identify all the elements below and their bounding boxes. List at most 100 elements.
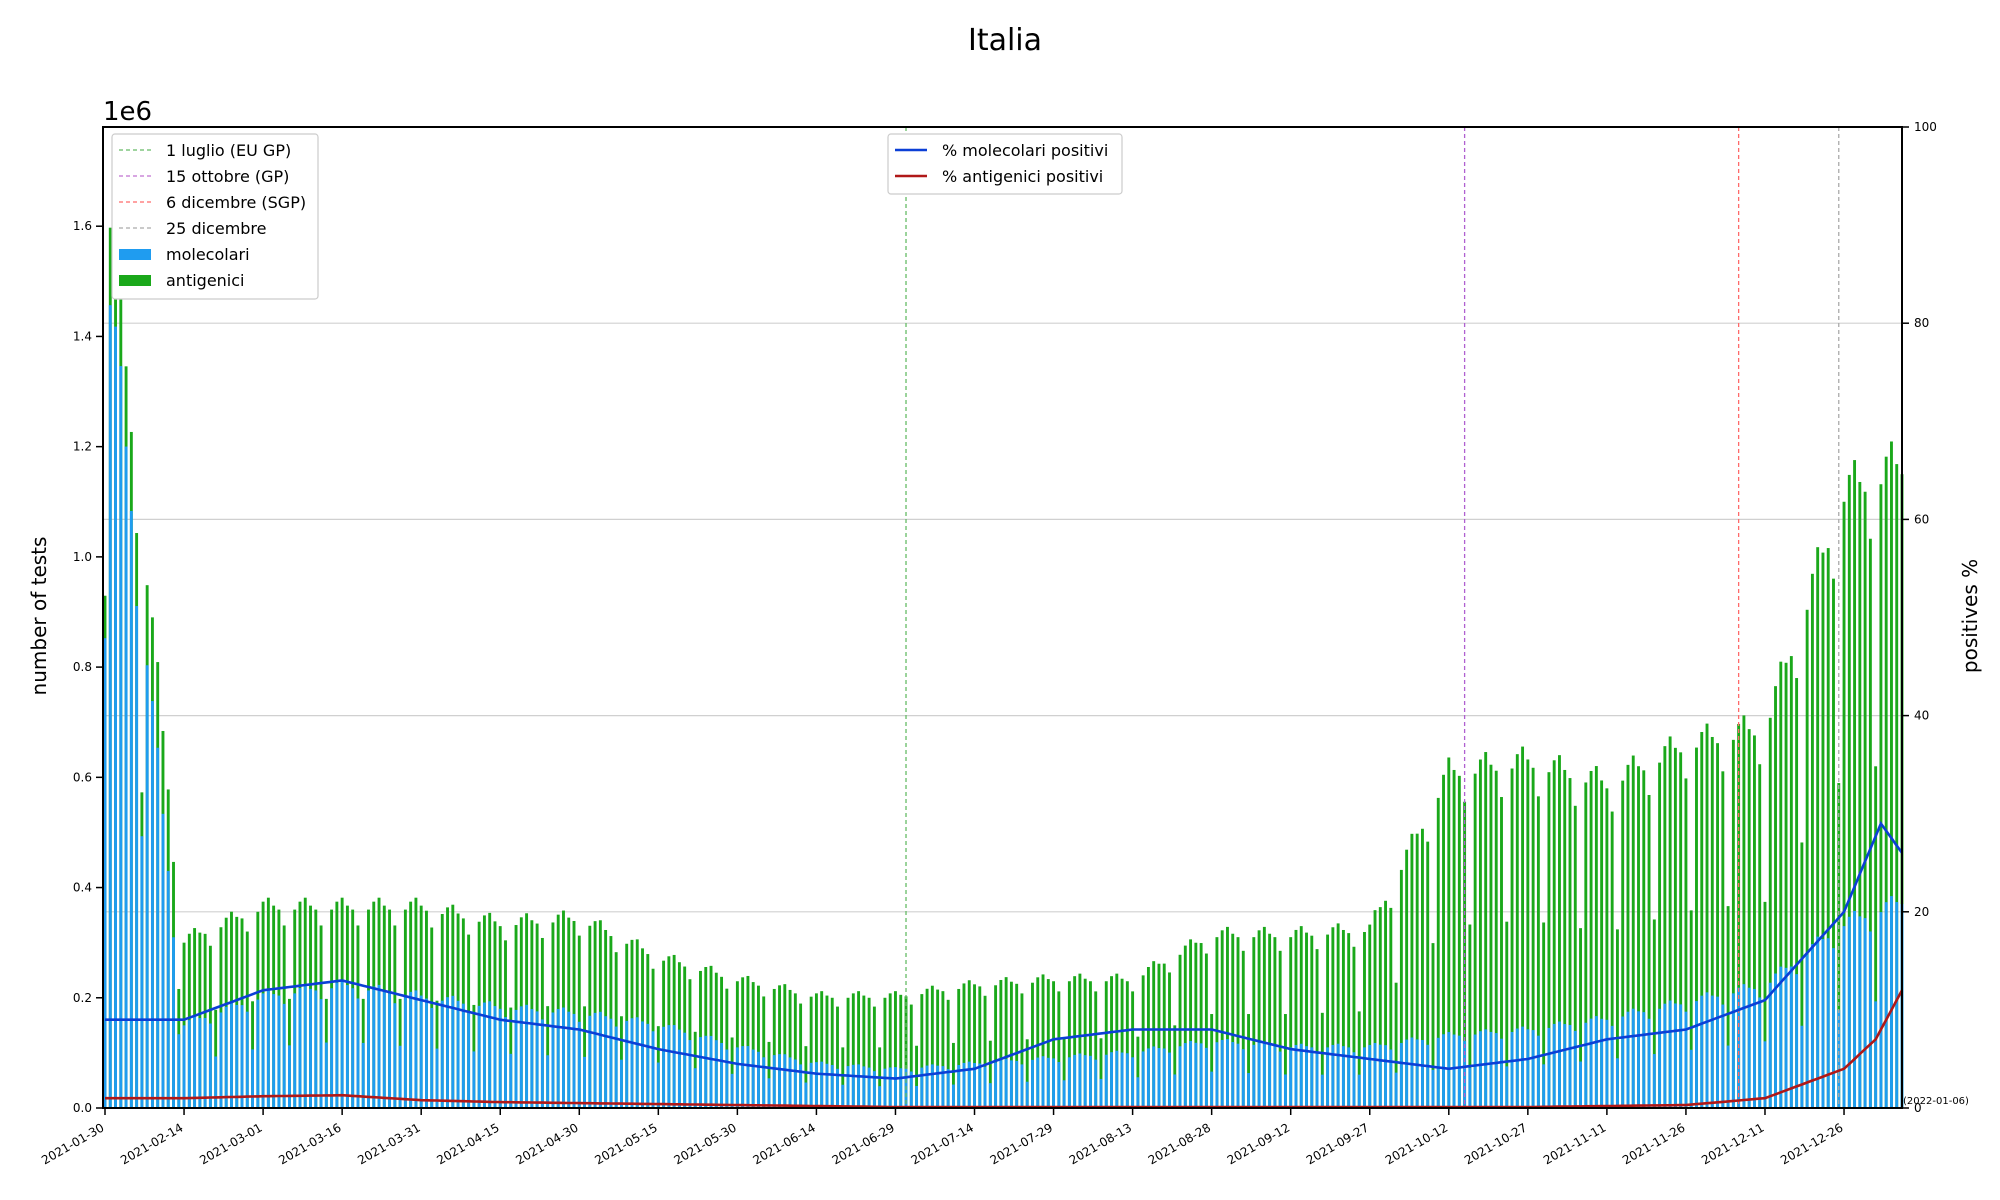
molecolari-bar — [1563, 1024, 1567, 1108]
antigenici-bar — [1679, 752, 1683, 1108]
antigenici-bar — [1363, 932, 1366, 1108]
antigenici-bar — [814, 993, 818, 1108]
molecolari-bar — [999, 1060, 1003, 1108]
molecolari-bar — [1331, 1044, 1335, 1108]
molecolari-bar — [1136, 1077, 1140, 1108]
antigenici-bar — [1542, 922, 1546, 1108]
molecolari-bar — [1031, 1059, 1034, 1108]
molecolari-bar — [1505, 1066, 1509, 1108]
molecolari-bar — [1710, 995, 1714, 1108]
antigenici-bar — [978, 986, 982, 1108]
molecolari-bar — [683, 1032, 687, 1108]
x-tick-label: 2021-10-27 — [1462, 1120, 1529, 1167]
molecolari-bar — [1421, 1040, 1424, 1108]
antigenici-bar — [1753, 735, 1756, 1108]
molecolari-bar — [672, 1025, 676, 1108]
molecolari-bar — [1220, 1039, 1224, 1108]
molecolari-bar — [161, 813, 165, 1108]
molecolari-bar — [1231, 1042, 1235, 1108]
molecolari-bar — [472, 1051, 476, 1108]
antigenici-bar — [1468, 924, 1472, 1108]
antigenici-bar — [793, 993, 797, 1108]
molecolari-bar — [324, 1042, 328, 1108]
molecolari-bar — [830, 1065, 834, 1108]
molecolari-bar — [1668, 1000, 1672, 1108]
molecolari-bar — [872, 1071, 876, 1108]
antigenici-bar — [1726, 906, 1730, 1108]
molecolari-bar — [156, 747, 160, 1108]
antigenici-bar — [1257, 930, 1261, 1108]
molecolari-bar — [762, 1057, 766, 1108]
molecolari-bar — [804, 1082, 808, 1108]
antigenici-bar — [762, 996, 766, 1108]
molecolari-bar — [1600, 1018, 1604, 1108]
molecolari-bar — [720, 1042, 724, 1108]
antigenici-bar — [1146, 967, 1150, 1108]
x-tick-label: 2021-05-15 — [592, 1120, 659, 1167]
y-left-tick-label: 1.4 — [73, 329, 92, 343]
antigenici-bar — [1663, 746, 1667, 1108]
molecolari-bar — [967, 1061, 971, 1108]
antigenici-bar — [1500, 797, 1503, 1108]
molecolari-bar — [1494, 1033, 1498, 1108]
antigenici-bar — [1378, 907, 1382, 1108]
antigenici-bar — [1320, 1012, 1324, 1108]
antigenici-bar — [757, 985, 760, 1108]
molecolari-bar — [488, 1001, 492, 1108]
molecolari-bar — [330, 988, 334, 1108]
antigenici-bar — [1589, 770, 1593, 1108]
y-left-tick-label: 0.6 — [73, 770, 92, 784]
x-tick-label: 2021-03-01 — [197, 1120, 264, 1167]
legend-swatch — [119, 249, 151, 260]
molecolari-bar — [1890, 896, 1893, 1108]
antigenici-bar — [1421, 828, 1424, 1108]
molecolari-bar — [1642, 1012, 1646, 1108]
antigenici-bar — [857, 991, 861, 1108]
antigenici-bar — [1157, 963, 1161, 1108]
antigenici-bar — [1810, 573, 1814, 1108]
antigenici-bar — [1579, 928, 1582, 1108]
antigenici-bar — [1858, 481, 1862, 1108]
molecolari-bar — [988, 1083, 992, 1108]
molecolari-bar — [915, 1085, 918, 1108]
antigenici-bar — [1004, 977, 1008, 1108]
antigenici-bar — [1573, 805, 1577, 1108]
molecolari-bar — [1278, 1051, 1282, 1108]
molecolari-bar — [1652, 1054, 1656, 1108]
molecolari-bar — [667, 1025, 671, 1108]
molecolari-bar — [551, 1012, 555, 1108]
antigenici-bar — [1505, 921, 1509, 1108]
antigenici-bar — [725, 988, 729, 1108]
molecolari-bar — [946, 1069, 950, 1108]
molecolari-bar — [709, 1035, 713, 1108]
molecolari-bar — [230, 1002, 233, 1108]
molecolari-bar — [1832, 948, 1835, 1108]
molecolari-bar — [1579, 1061, 1582, 1108]
molecolari-bar — [1046, 1057, 1050, 1108]
y-left-tick-label: 1.2 — [73, 440, 92, 454]
molecolari-bar — [203, 1017, 207, 1108]
molecolari-bar — [1273, 1046, 1277, 1108]
antigenici-bar — [925, 988, 929, 1108]
antigenici-bar — [1046, 979, 1050, 1108]
antigenici-bar — [820, 991, 824, 1108]
molecolari-bar — [409, 991, 413, 1108]
molecolari-bar — [1468, 1067, 1472, 1108]
antigenici-bar — [772, 988, 776, 1108]
molecolari-bar — [498, 1008, 502, 1108]
antigenici-bar — [1231, 933, 1235, 1108]
molecolari-bars — [103, 305, 1904, 1109]
antigenici-bar — [1083, 978, 1087, 1108]
molecolari-bar — [351, 988, 355, 1108]
antigenici-bar — [973, 984, 976, 1108]
molecolari-bar — [345, 985, 349, 1108]
antigenici-bar — [1120, 978, 1124, 1108]
molecolari-bar — [1800, 1025, 1804, 1108]
molecolari-bar — [1110, 1052, 1113, 1108]
antigenici-bar — [1036, 977, 1040, 1108]
antigenici-bar — [1015, 983, 1019, 1108]
antigenici-bar — [936, 989, 940, 1108]
molecolari-bar — [1821, 938, 1825, 1108]
antigenici-bar — [1057, 991, 1061, 1108]
molecolari-bar — [1384, 1045, 1388, 1108]
